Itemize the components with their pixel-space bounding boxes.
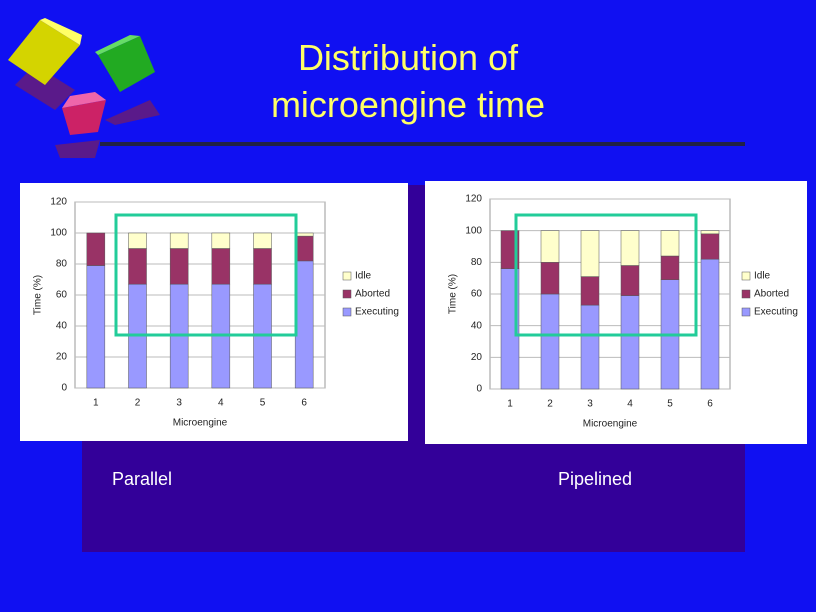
x-tick-label: 4 bbox=[627, 399, 633, 410]
x-tick-label: 2 bbox=[135, 398, 141, 409]
y-tick-label: 20 bbox=[471, 352, 483, 363]
slide-title: microengine time bbox=[271, 84, 545, 125]
legend-swatch bbox=[741, 289, 751, 299]
bar-segment bbox=[660, 230, 680, 257]
bar-segment bbox=[211, 248, 231, 285]
bar-segment bbox=[620, 230, 640, 266]
legend-swatch bbox=[342, 289, 352, 299]
legend-swatch bbox=[741, 307, 751, 317]
x-tick-label: 1 bbox=[93, 398, 99, 409]
bar-segment bbox=[620, 295, 640, 390]
y-tick-label: 80 bbox=[56, 259, 68, 270]
y-axis-label: Time (%) bbox=[33, 275, 44, 315]
y-tick-label: 40 bbox=[471, 320, 483, 331]
bar-segment bbox=[169, 248, 189, 285]
x-tick-label: 3 bbox=[176, 398, 182, 409]
x-tick-label: 4 bbox=[218, 398, 224, 409]
bar-segment bbox=[580, 230, 600, 277]
legend-label: Aborted bbox=[355, 289, 390, 300]
bar-segment bbox=[580, 304, 600, 390]
x-axis-label: Microengine bbox=[583, 419, 638, 430]
y-tick-label: 60 bbox=[471, 289, 483, 300]
y-tick-label: 120 bbox=[50, 197, 67, 208]
caption: Parallel bbox=[112, 469, 172, 489]
legend-label: Idle bbox=[355, 271, 372, 282]
x-tick-label: 1 bbox=[507, 399, 513, 410]
bar-segment bbox=[540, 230, 560, 263]
bar-segment bbox=[211, 232, 231, 249]
bar-segment bbox=[128, 232, 147, 249]
bar-segment bbox=[253, 248, 272, 285]
highlight-box bbox=[514, 213, 698, 337]
x-axis-label: Microengine bbox=[173, 418, 228, 429]
legend-swatch bbox=[342, 271, 352, 281]
x-tick-label: 3 bbox=[587, 399, 593, 410]
bar-segment bbox=[700, 230, 720, 235]
cube-decoration bbox=[8, 18, 160, 158]
slide-title: Distribution of bbox=[298, 37, 519, 78]
caption: Pipelined bbox=[558, 469, 632, 489]
bar-segment bbox=[294, 232, 314, 237]
y-tick-label: 100 bbox=[50, 228, 67, 239]
x-tick-label: 5 bbox=[260, 398, 266, 409]
bar-segment bbox=[540, 262, 560, 295]
y-tick-label: 80 bbox=[471, 257, 483, 268]
legend-label: Executing bbox=[355, 307, 399, 318]
x-tick-label: 6 bbox=[707, 399, 713, 410]
legend-swatch bbox=[342, 307, 352, 317]
legend-swatch bbox=[741, 271, 751, 281]
highlight-box bbox=[114, 213, 298, 337]
legend-label: Executing bbox=[754, 307, 798, 318]
y-tick-label: 0 bbox=[61, 383, 67, 394]
bar-segment bbox=[620, 265, 640, 296]
bar-segment bbox=[86, 265, 106, 389]
x-tick-label: 5 bbox=[667, 399, 673, 410]
bar-segment bbox=[86, 232, 106, 266]
y-tick-label: 60 bbox=[56, 290, 68, 301]
x-tick-label: 6 bbox=[301, 398, 307, 409]
bar-segment bbox=[294, 260, 314, 389]
y-tick-label: 20 bbox=[56, 352, 68, 363]
bar-segment bbox=[253, 232, 272, 249]
y-tick-label: 40 bbox=[56, 321, 68, 332]
y-tick-label: 100 bbox=[465, 225, 482, 236]
bar-segment bbox=[294, 235, 314, 262]
x-tick-label: 2 bbox=[547, 399, 553, 410]
legend-label: Idle bbox=[754, 271, 771, 282]
bar-segment bbox=[660, 255, 680, 280]
y-tick-label: 0 bbox=[476, 384, 482, 395]
bar-segment bbox=[128, 248, 147, 285]
bar-segment bbox=[700, 258, 720, 390]
bar-segment bbox=[169, 232, 189, 249]
bar-segment bbox=[580, 276, 600, 306]
bar-segment bbox=[700, 233, 720, 260]
y-tick-label: 120 bbox=[465, 194, 482, 205]
legend-label: Aborted bbox=[754, 289, 789, 300]
y-axis-label: Time (%) bbox=[448, 274, 459, 314]
bar-segment bbox=[540, 293, 560, 390]
